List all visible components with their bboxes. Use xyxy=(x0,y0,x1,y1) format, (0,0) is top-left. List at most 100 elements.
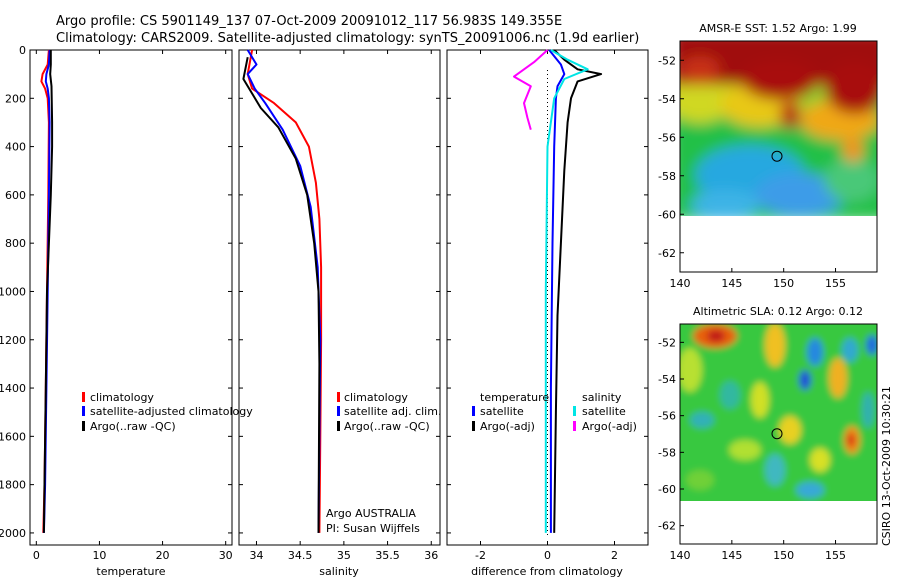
legend-label-argo: Argo(..raw -QC) xyxy=(90,420,176,433)
x-tick-label: 30 xyxy=(219,549,233,562)
legend-swatch-sal-argo xyxy=(573,421,576,431)
profile-series xyxy=(40,49,603,535)
legend-label-climatology: climatology xyxy=(90,391,154,404)
sst-map-frame xyxy=(679,40,878,273)
x-tick-label: 35 xyxy=(337,549,351,562)
salinity-series-line-2 xyxy=(242,57,321,533)
legend-label-satellite-adj: satellite adj. clim. xyxy=(344,405,441,418)
map-y-tick-label: -56 xyxy=(658,131,676,144)
difference-xlabel: difference from climatology xyxy=(471,565,623,578)
temperature-legend: climatology satellite-adjusted climatolo… xyxy=(82,391,253,433)
difference-series-line-0 xyxy=(548,49,566,533)
y-tick-label: 1800 xyxy=(0,479,26,492)
sst-argo-position-marker xyxy=(771,150,783,162)
map-y-tick-label: -58 xyxy=(658,446,676,459)
axis-ticks: 0 10 20 30020040060080010001200140016001800… xyxy=(0,44,648,562)
legend-swatch-satellite-adjusted xyxy=(82,406,85,416)
y-tick-label: 400 xyxy=(5,141,26,154)
legend-label-argo: Argo(..raw -QC) xyxy=(344,420,430,433)
csiro-timestamp-label: CSIRO 13-Oct-2009 10:30:21 xyxy=(880,386,893,546)
difference-series-line-2 xyxy=(544,49,589,533)
legend-swatch-argo xyxy=(82,421,85,431)
y-tick-label: 800 xyxy=(5,237,26,250)
y-tick-label: 600 xyxy=(5,189,26,202)
temperature-panel-frame xyxy=(29,49,233,546)
argo-australia-label: Argo AUSTRALIA xyxy=(326,507,416,520)
pi-label: PI: Susan Wijffels xyxy=(326,522,420,535)
x-tick-label: 0 xyxy=(33,549,40,562)
difference-series-line-3 xyxy=(513,49,549,130)
sst-map-title: AMSR-E SST: 1.52 Argo: 1.99 xyxy=(699,22,857,35)
y-tick-label: 1200 xyxy=(0,334,26,347)
legend-label-satellite-adjusted: satellite-adjusted climatology xyxy=(90,405,253,418)
map-x-tick-label: 150 xyxy=(773,277,794,290)
map-y-tick-label: -62 xyxy=(658,247,676,260)
sla-map-ticks: 140 145 150 155 -52 -54 -56 -58 -60 -62 xyxy=(658,336,846,562)
legend-label-temp-argo: Argo(-adj) xyxy=(480,420,535,433)
y-tick-label: 1400 xyxy=(0,382,26,395)
y-tick-label: 1000 xyxy=(0,285,26,298)
difference-series-line-1 xyxy=(553,49,603,533)
sla-map-frame xyxy=(679,323,878,545)
y-tick-label: 0 xyxy=(19,44,26,57)
difference-legend: temperature salinity satellite Argo(-adj… xyxy=(472,391,637,433)
y-tick-label: 200 xyxy=(5,92,26,105)
x-tick-label: 2 xyxy=(611,549,618,562)
header-line-1: Argo profile: CS 5901149_137 07-Oct-2009… xyxy=(56,14,562,29)
map-x-tick-label: 155 xyxy=(825,277,846,290)
legend-label-climatology: climatology xyxy=(344,391,408,404)
map-y-tick-label: -62 xyxy=(658,520,676,533)
x-tick-label: 34 xyxy=(249,549,263,562)
salinity-series-line-1 xyxy=(246,49,322,533)
map-x-tick-label: 145 xyxy=(721,549,742,562)
legend-label-temp-satellite: satellite xyxy=(480,405,524,418)
x-tick-label: 35.5 xyxy=(375,549,400,562)
x-tick-label: -2 xyxy=(475,549,486,562)
salinity-panel-frame xyxy=(238,49,441,546)
sla-field xyxy=(680,324,877,501)
legend-label-sal-satellite: satellite xyxy=(582,405,626,418)
sla-map-title: Altimetric SLA: 0.12 Argo: 0.12 xyxy=(693,305,863,318)
legend-title-temperature: temperature xyxy=(480,391,549,404)
sst-field xyxy=(680,41,877,216)
map-y-tick-label: -54 xyxy=(658,373,676,386)
y-tick-label: 1600 xyxy=(0,430,26,443)
legend-swatch-sal-satellite xyxy=(573,406,576,416)
temperature-xlabel: temperature xyxy=(96,565,165,578)
map-y-tick-label: -52 xyxy=(658,336,676,349)
sla-no-data-area xyxy=(680,501,877,544)
legend-swatch-climatology xyxy=(337,392,340,402)
salinity-series-line-0 xyxy=(246,49,323,533)
x-tick-label: 34.5 xyxy=(288,549,313,562)
legend-swatch-temp-satellite xyxy=(472,406,475,416)
map-x-tick-label: 145 xyxy=(721,277,742,290)
x-tick-label: 0 xyxy=(544,549,551,562)
map-x-tick-label: 150 xyxy=(773,549,794,562)
sst-no-data-area xyxy=(680,216,877,272)
legend-swatch-climatology xyxy=(82,392,85,402)
map-x-tick-label: 140 xyxy=(670,277,691,290)
map-y-tick-label: -60 xyxy=(658,483,676,496)
header-line-2: Climatology: CARS2009. Satellite-adjuste… xyxy=(56,31,639,46)
x-tick-label: 36 xyxy=(424,549,438,562)
map-x-tick-label: 155 xyxy=(825,549,846,562)
temperature-series-line-2 xyxy=(42,50,54,533)
x-tick-label: 20 xyxy=(156,549,170,562)
map-y-tick-label: -56 xyxy=(658,410,676,423)
legend-label-sal-argo: Argo(-adj) xyxy=(582,420,637,433)
map-y-tick-label: -54 xyxy=(658,93,676,106)
salinity-xlabel: salinity xyxy=(319,565,359,578)
map-y-tick-label: -60 xyxy=(658,208,676,221)
salinity-legend: climatology satellite adj. clim. Argo(..… xyxy=(326,391,441,535)
legend-swatch-satellite-adj xyxy=(337,406,340,416)
sst-map-ticks: 140 145 150 155 -52 -54 -56 -58 -60 -62 xyxy=(658,54,846,290)
y-tick-label: 2000 xyxy=(0,527,26,540)
sla-argo-position-marker xyxy=(771,428,783,440)
map-y-tick-label: -52 xyxy=(658,54,676,67)
map-x-tick-label: 140 xyxy=(670,549,691,562)
map-y-tick-label: -58 xyxy=(658,170,676,183)
legend-title-salinity: salinity xyxy=(582,391,622,404)
legend-swatch-argo xyxy=(337,421,340,431)
x-tick-label: 10 xyxy=(92,549,106,562)
